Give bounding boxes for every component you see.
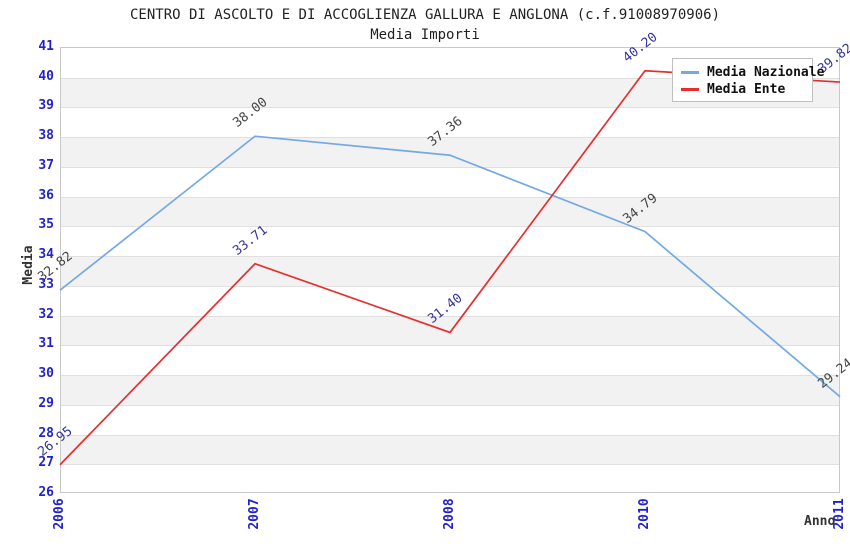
y-axis-label: Media — [21, 245, 36, 285]
y-tick-label: 26 — [38, 485, 54, 500]
y-tick-label: 38 — [38, 128, 54, 144]
y-tick-label: 35 — [38, 217, 54, 233]
gridline — [61, 375, 839, 377]
grid-band — [61, 196, 839, 227]
plot-area — [60, 47, 840, 493]
gridline — [61, 464, 839, 466]
y-tick-label: 28 — [38, 425, 54, 441]
gridline — [61, 434, 839, 436]
y-tick-label: 30 — [38, 366, 54, 382]
legend-item-media-nazionale: Media Nazionale — [681, 64, 824, 81]
grid-band — [61, 404, 839, 435]
grid-band — [61, 256, 839, 286]
y-tick-label: 34 — [38, 247, 54, 263]
x-tick-label: 2007 — [247, 498, 262, 530]
y-tick-label: 36 — [38, 187, 54, 203]
gridline — [61, 226, 839, 228]
y-tick-label: 29 — [38, 395, 54, 411]
grid-band — [61, 137, 839, 167]
x-tick-label: 2008 — [442, 498, 457, 530]
legend-item-media-ente: Media Ente — [681, 81, 812, 98]
legend-label: Media Ente — [707, 82, 786, 97]
y-tick-label: 31 — [38, 336, 54, 352]
grid-band — [61, 166, 839, 197]
gridline — [61, 166, 839, 168]
gridline — [61, 285, 839, 287]
grid-band — [61, 345, 839, 376]
y-tick-label: 32 — [38, 306, 54, 322]
grid-band — [61, 315, 839, 346]
x-tick-label: 2010 — [637, 498, 652, 530]
line-swatch-media-ente — [681, 88, 699, 91]
grid-band — [61, 375, 839, 405]
gridline — [61, 404, 839, 406]
grid-band — [61, 434, 839, 465]
chart-subtitle: Media Importi — [370, 27, 480, 43]
chart-title: CENTRO DI ASCOLTO E DI ACCOGLIENZA GALLU… — [129, 7, 720, 23]
line-swatch-media-nazionale — [681, 71, 699, 74]
gridline — [61, 256, 839, 258]
y-tick-label: 37 — [38, 157, 54, 173]
grid-band — [61, 464, 839, 492]
legend-label: Media Nazionale — [707, 65, 825, 80]
x-tick-label: 2006 — [52, 498, 67, 530]
gridline — [61, 107, 839, 109]
y-tick-label: 39 — [38, 98, 54, 114]
y-tick-label: 33 — [38, 276, 54, 292]
legend: Media Nazionale Media Ente — [672, 58, 824, 102]
y-tick-label: 27 — [38, 455, 54, 471]
y-tick-label: 41 — [38, 39, 54, 54]
x-axis-label: Anno — [804, 514, 836, 529]
grid-band — [61, 226, 839, 257]
gridline — [61, 196, 839, 198]
gridline — [61, 345, 839, 347]
y-tick-label: 40 — [38, 68, 54, 84]
gridline — [61, 315, 839, 317]
